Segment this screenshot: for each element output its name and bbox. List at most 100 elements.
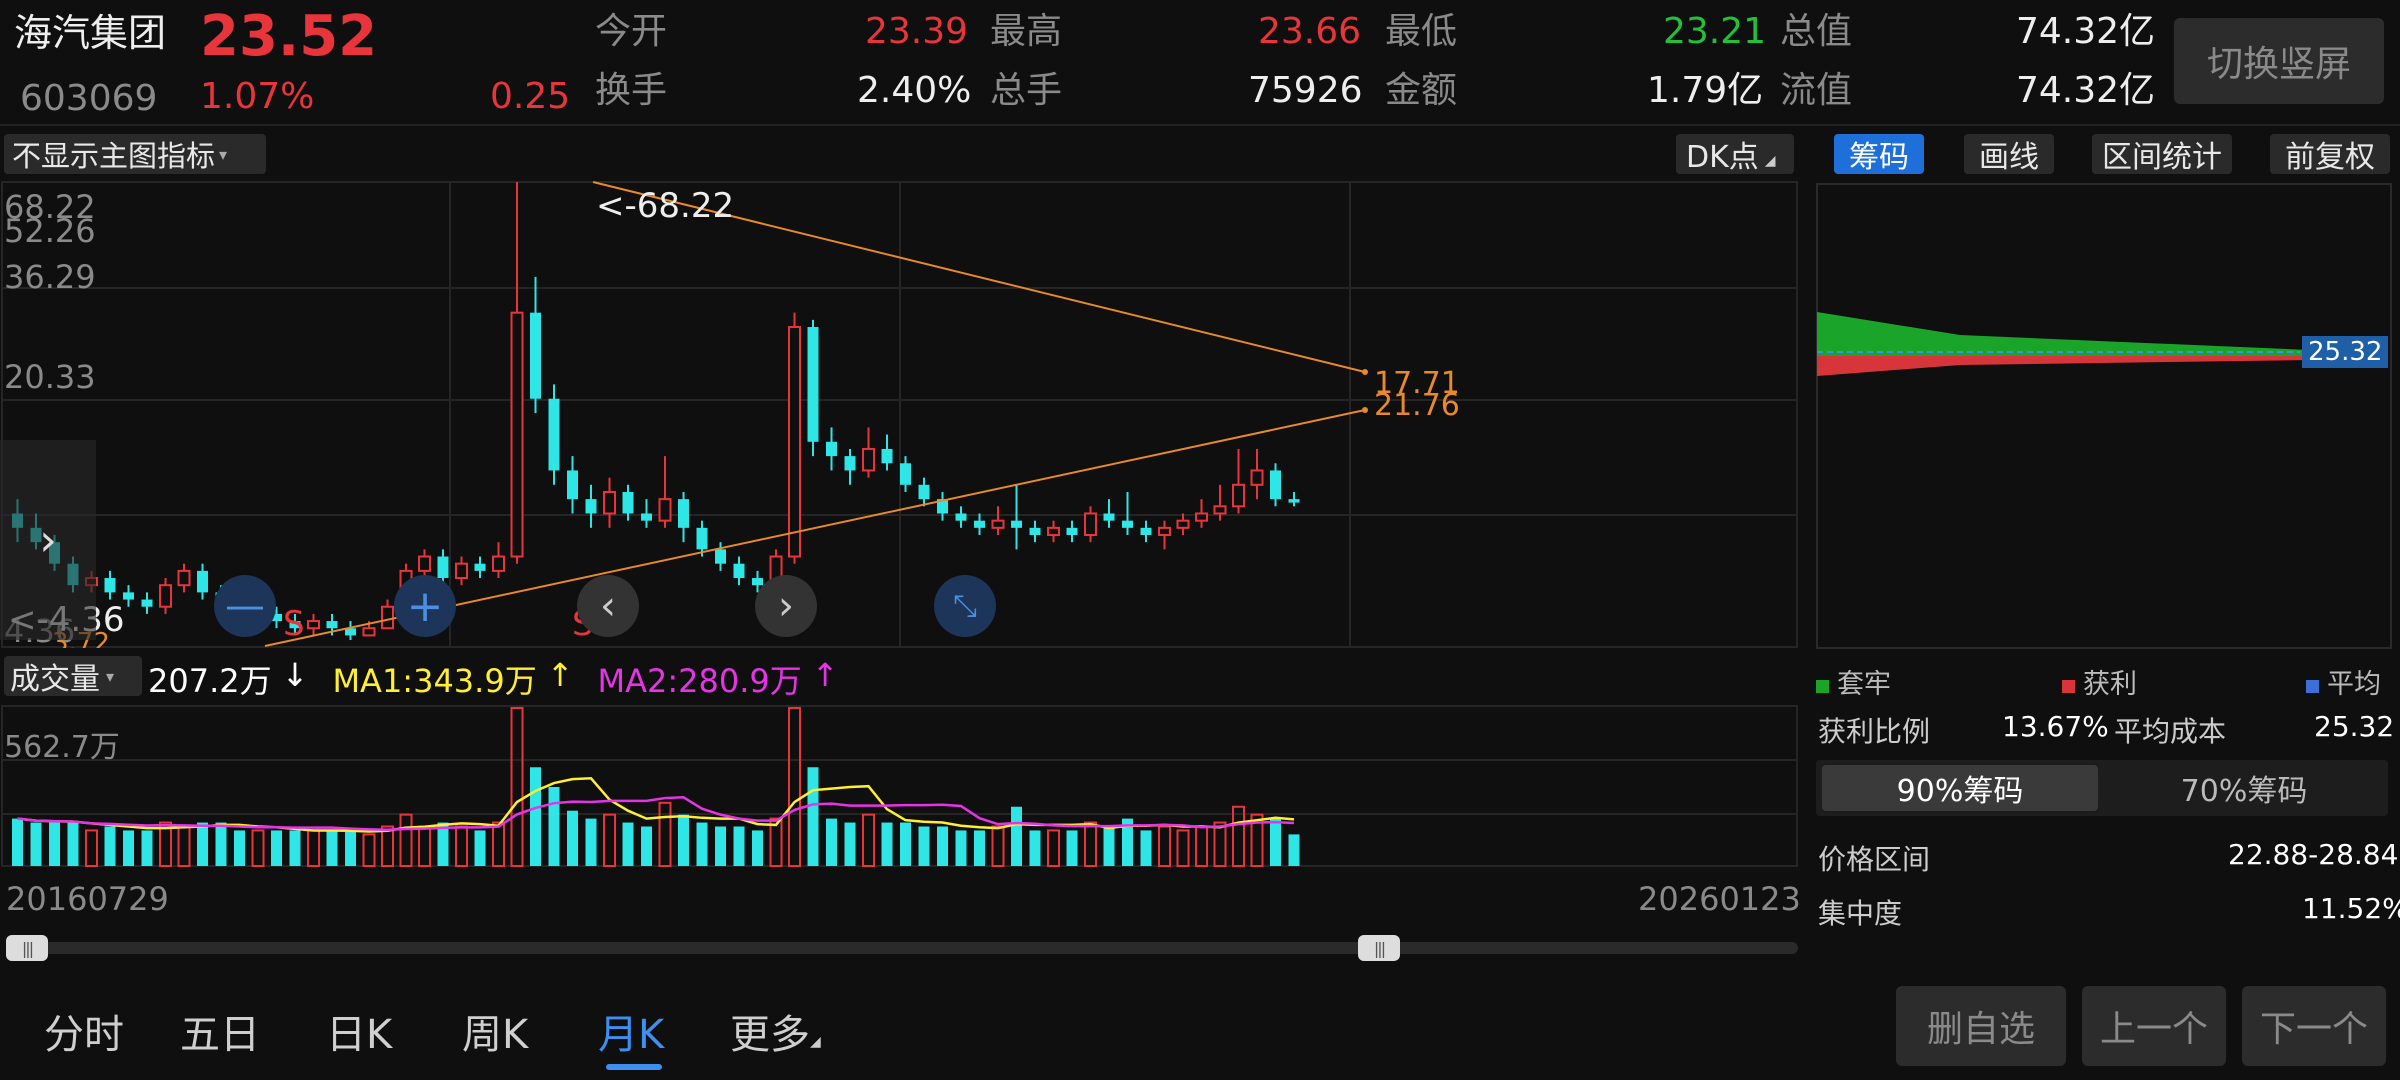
change-percent: 1.07%	[200, 76, 315, 117]
volume-bar	[900, 822, 911, 866]
range-slider-handle-left[interactable]: |||	[6, 935, 48, 961]
volume-bar	[177, 825, 191, 867]
volume-bar	[30, 822, 42, 866]
scroll-right-button[interactable]: ›	[755, 575, 817, 637]
volume-label: 总手	[990, 70, 1063, 111]
total-cap-label: 总值	[1780, 11, 1853, 52]
volume-ma1-line	[17, 777, 1295, 833]
avg-cost-value: 25.32	[2314, 710, 2395, 743]
tool-forward-adjust[interactable]: 前复权	[2270, 134, 2390, 175]
green-square-icon	[1816, 680, 1829, 693]
tab-monthly-k[interactable]: 月K	[598, 1012, 665, 1058]
tab-intraday[interactable]: 分时	[44, 1012, 124, 1058]
zoom-in-button[interactable]: +	[394, 575, 456, 637]
open-label: 今开	[595, 11, 668, 52]
candle-body	[123, 592, 134, 600]
legend-profit: 获利	[2062, 662, 2137, 701]
minus-icon: —	[225, 583, 265, 629]
volume-bar	[234, 830, 245, 866]
y-label-4: 20.33	[4, 358, 96, 396]
profit-ratio-value: 13.67%	[2002, 710, 2109, 743]
candle-body	[678, 499, 689, 528]
previous-stock-button[interactable]: 上一个	[2082, 986, 2226, 1066]
volume-bar	[381, 825, 394, 867]
tool-range-stats[interactable]: 区间统计	[2092, 134, 2232, 175]
volume-bar	[197, 822, 208, 866]
zoom-out-button[interactable]: —	[214, 575, 276, 637]
candle-body	[1066, 527, 1078, 536]
candle-body	[788, 326, 801, 558]
indicator-dropdown[interactable]: 不显示主图指标 ▾	[4, 134, 266, 174]
volume-bar	[752, 830, 763, 866]
candle-body	[307, 620, 320, 630]
chip-tab-90[interactable]: 90%筹码	[1822, 765, 2098, 811]
candle-body	[362, 627, 376, 637]
concentration-value: 11.52%	[2302, 892, 2400, 925]
volume-readouts: 207.2万 ↓ MA1:343.9万 ↑ MA2:280.9万 ↑	[148, 656, 839, 702]
y-label-2: 52.26	[4, 212, 96, 250]
chevron-right-icon: ›	[39, 514, 57, 566]
candle-body	[345, 628, 356, 636]
chip-legend: 套牢 获利 平均	[1816, 662, 2388, 700]
volume-bar	[696, 822, 708, 866]
stock-name: 海汽集团	[14, 11, 167, 55]
tab-more[interactable]: 更多 ◢	[730, 1002, 821, 1060]
candle-body	[807, 327, 819, 442]
last-price: 23.52	[200, 4, 378, 69]
volume-bar	[1140, 830, 1152, 866]
candle-body	[1047, 526, 1060, 537]
volume-bar	[678, 814, 689, 866]
candle-body	[492, 555, 505, 572]
expand-panel-button[interactable]: ›	[0, 440, 96, 640]
date-end: 20260123	[1638, 880, 1801, 918]
candle-body	[271, 613, 282, 622]
candle-body	[197, 570, 208, 593]
candle-body	[326, 621, 338, 629]
remove-watchlist-button[interactable]: 删自选	[1896, 986, 2066, 1066]
candle-body	[696, 527, 708, 550]
red-square-icon	[2062, 680, 2075, 693]
next-stock-button[interactable]: 下一个	[2242, 986, 2386, 1066]
tool-draw-line[interactable]: 画线	[1964, 134, 2054, 175]
y-label-3: 36.29	[4, 258, 96, 296]
candle-body	[104, 578, 116, 593]
candle-body	[1250, 469, 1264, 486]
volume-bar	[641, 826, 652, 866]
volume-bar	[1011, 806, 1022, 866]
dk-point-dropdown[interactable]: DK点 ◢	[1676, 134, 1794, 175]
profit-ratio-label: 获利比例	[1818, 715, 1931, 748]
switch-portrait-button[interactable]: 切换竖屏	[2174, 18, 2384, 104]
candle-body	[455, 562, 468, 580]
scroll-left-button[interactable]: ‹	[577, 575, 639, 637]
tool-chips[interactable]: 筹码	[1834, 134, 1924, 175]
candle-body	[289, 621, 301, 629]
tab-daily-k[interactable]: 日K	[326, 1012, 393, 1058]
trendline-end-upper	[1362, 369, 1368, 375]
chip-tab-70[interactable]: 70%筹码	[2180, 774, 2308, 809]
volume-bar	[362, 833, 376, 868]
legend-profit-label: 获利	[2083, 669, 2137, 700]
volume-bar	[1288, 834, 1300, 866]
volume-indicator-dropdown[interactable]: 成交量 ▾	[4, 656, 142, 697]
candle-body	[530, 312, 541, 399]
range-slider-track[interactable]	[8, 942, 1798, 954]
chevron-right-icon: ›	[778, 583, 794, 629]
volume-bar	[345, 831, 356, 866]
volume-value: 75926	[1248, 70, 1363, 111]
candle-body	[1288, 499, 1300, 503]
volume-bar	[1084, 821, 1097, 867]
candle-body	[437, 556, 449, 579]
blue-square-icon	[2306, 680, 2319, 693]
volume-bar	[1122, 818, 1133, 866]
range-slider-handle-right[interactable]: |||	[1358, 935, 1400, 961]
volume-indicator-label: 成交量	[10, 662, 100, 697]
volume-bar	[1250, 813, 1264, 868]
collapse-button[interactable]: ⤡	[934, 575, 996, 637]
tab-weekly-k[interactable]: 周K	[462, 1012, 529, 1058]
tab-five-day[interactable]: 五日	[180, 1012, 260, 1058]
volume-bar	[326, 830, 338, 866]
amount-value: 1.79亿	[1647, 70, 1764, 111]
volume-bar	[991, 825, 1005, 867]
price-range-value: 22.88-28.84	[2228, 838, 2399, 871]
